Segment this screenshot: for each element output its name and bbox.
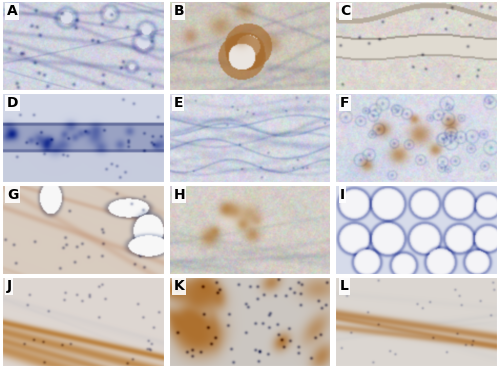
- Text: F: F: [340, 96, 349, 110]
- Text: L: L: [340, 279, 349, 293]
- Text: I: I: [340, 188, 345, 202]
- Text: J: J: [7, 279, 12, 293]
- Text: B: B: [174, 4, 184, 18]
- Text: K: K: [174, 279, 184, 293]
- Text: H: H: [174, 188, 185, 202]
- Text: A: A: [7, 4, 18, 18]
- Text: E: E: [174, 96, 183, 110]
- Text: D: D: [7, 96, 18, 110]
- Text: G: G: [7, 188, 18, 202]
- Text: C: C: [340, 4, 350, 18]
